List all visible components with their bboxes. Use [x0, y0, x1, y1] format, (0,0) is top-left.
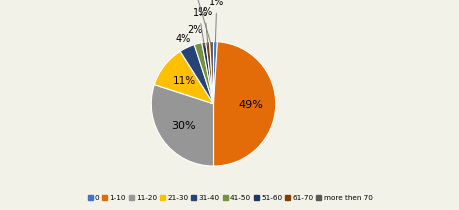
Text: 2%: 2%	[186, 25, 202, 35]
Wedge shape	[213, 42, 217, 104]
Wedge shape	[151, 85, 213, 166]
Text: 30%: 30%	[171, 121, 195, 131]
Wedge shape	[154, 51, 213, 104]
Text: 1%: 1%	[192, 8, 207, 18]
Wedge shape	[205, 42, 213, 104]
Text: 1%: 1%	[197, 7, 213, 17]
Wedge shape	[194, 43, 213, 104]
Text: 4%: 4%	[175, 34, 190, 44]
Legend: 0, 1-10, 11-20, 21-30, 31-40, 41-50, 51-60, 61-70, more then 70: 0, 1-10, 11-20, 21-30, 31-40, 41-50, 51-…	[84, 192, 375, 204]
Wedge shape	[209, 42, 213, 104]
Text: 11%: 11%	[172, 76, 195, 86]
Wedge shape	[213, 42, 275, 166]
Wedge shape	[202, 42, 213, 104]
Text: 1%: 1%	[208, 0, 224, 7]
Wedge shape	[180, 45, 213, 104]
Text: 49%: 49%	[238, 100, 263, 110]
